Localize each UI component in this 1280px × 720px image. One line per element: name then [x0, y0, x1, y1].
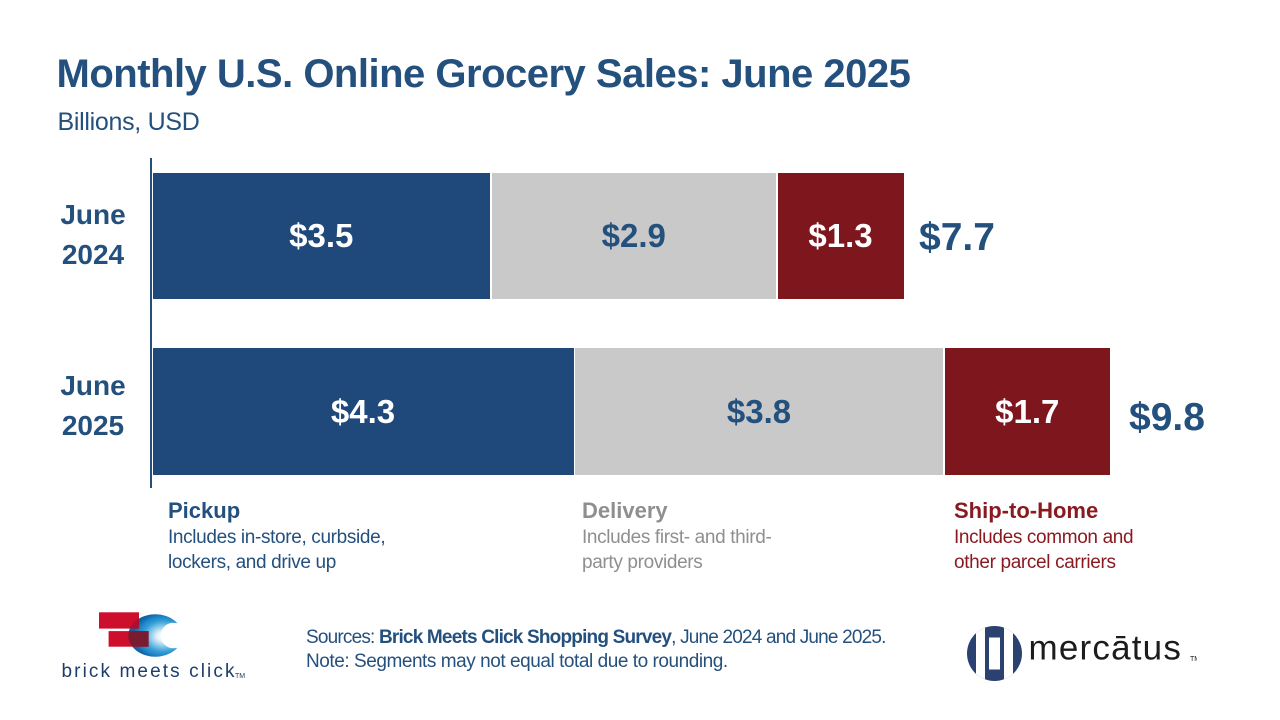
- svg-text:TM: TM: [1190, 656, 1197, 663]
- svg-text:mercātus: mercātus: [1029, 629, 1183, 668]
- svg-text:TM: TM: [235, 673, 245, 680]
- svg-text:brick meets click: brick meets click: [62, 661, 237, 682]
